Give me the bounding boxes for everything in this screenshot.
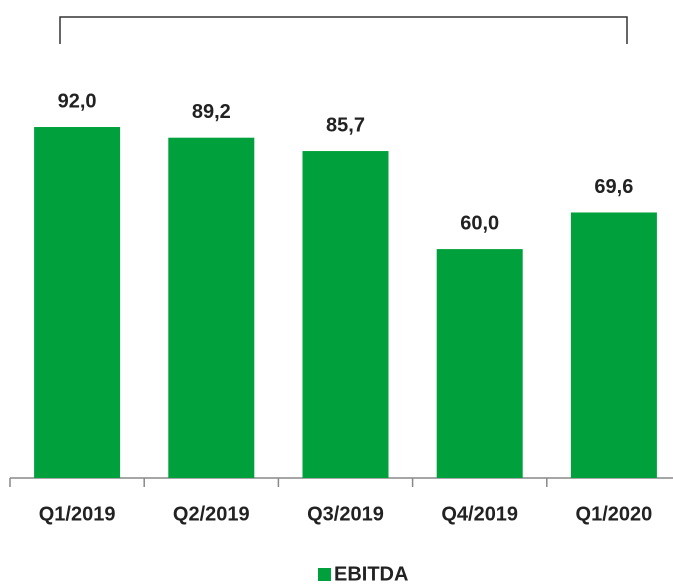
data-label: 85,7 [326, 114, 365, 136]
x-tick-label: Q4/2019 [441, 503, 518, 525]
legend-label: EBITDA [334, 563, 408, 585]
bar [436, 249, 523, 478]
x-tick-label: Q1/2020 [576, 503, 653, 525]
x-tick-label: Q1/2019 [39, 503, 116, 525]
bar [570, 212, 657, 478]
data-label: 89,2 [192, 101, 231, 123]
x-tick-label: Q2/2019 [173, 503, 250, 525]
data-label: 69,6 [594, 176, 633, 198]
bar [168, 137, 255, 478]
bar [302, 151, 389, 478]
data-label: 60,0 [460, 212, 499, 234]
bar [34, 127, 121, 479]
legend-swatch [318, 568, 331, 581]
data-label: 92,0 [58, 90, 97, 112]
x-tick-label: Q3/2019 [307, 503, 384, 525]
bracket [59, 16, 628, 44]
